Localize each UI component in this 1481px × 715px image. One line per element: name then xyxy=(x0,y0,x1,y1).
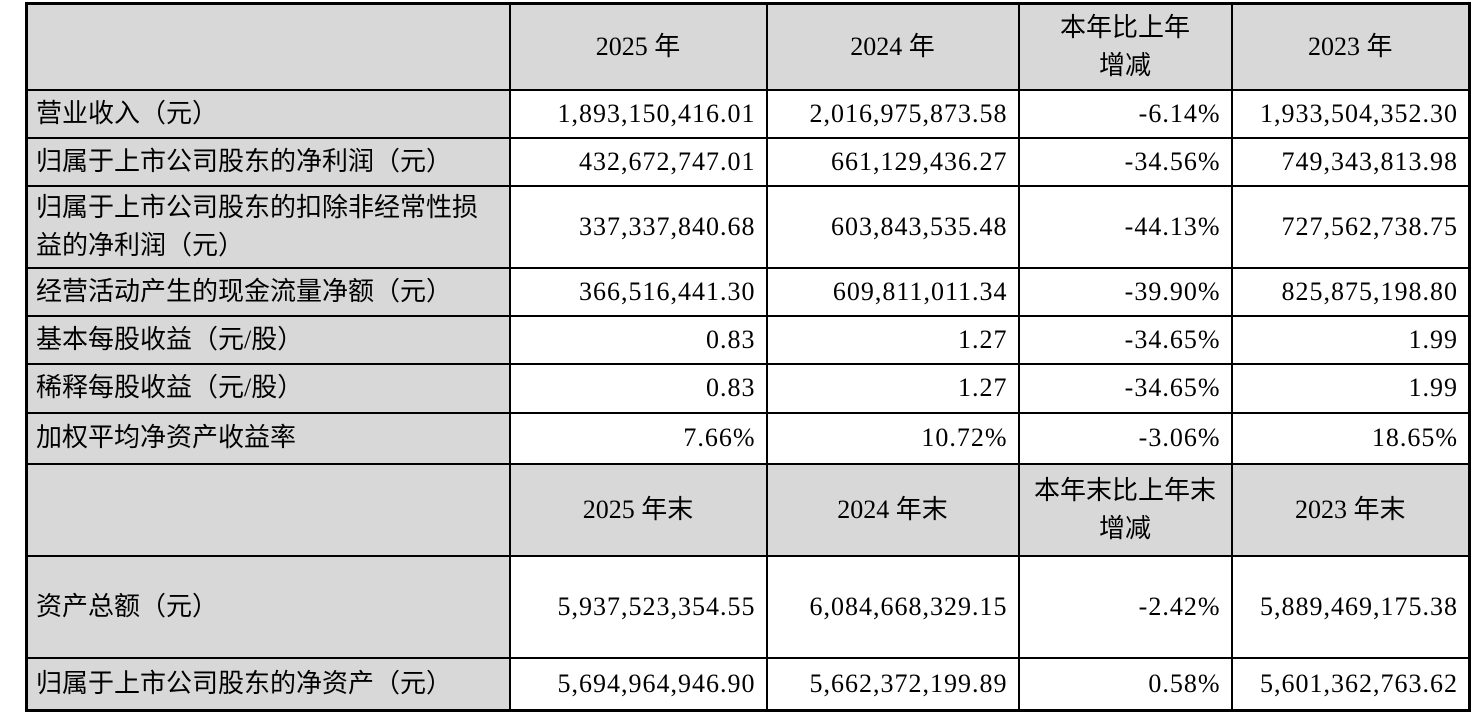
cell-diluted-eps-2023: 1.99 xyxy=(1230,362,1471,414)
row-net-profit-deducted: 归属于上市公司股东的扣除非经常性损益的净利润（元） 337,337,840.68… xyxy=(25,184,1471,269)
yearend-header-row: 2025 年末 2024 年末 本年末比上年末 增减 2023 年末 xyxy=(25,462,1471,557)
cell-weighted-roe-yoy: -3.06% xyxy=(1017,411,1233,465)
row-label-net-profit-deducted: 归属于上市公司股东的扣除非经常性损益的净利润（元） xyxy=(25,184,511,269)
cell-diluted-eps-2024: 1.27 xyxy=(765,362,1020,414)
annual-corner-cell xyxy=(25,2,511,91)
col-header-2024-yearend: 2024 年末 xyxy=(765,462,1020,557)
row-label-diluted-eps: 稀释每股收益（元/股） xyxy=(25,362,511,414)
row-diluted-eps: 稀释每股收益（元/股） 0.83 1.27 -34.65% 1.99 xyxy=(25,362,1471,414)
cell-net-assets-2024: 5,662,372,199.89 xyxy=(765,656,1020,712)
cell-net-profit-deducted-2023: 727,562,738.75 xyxy=(1230,184,1471,269)
row-label-net-assets: 归属于上市公司股东的净资产（元） xyxy=(25,656,511,712)
annual-header-row: 2025 年 2024 年 本年比上年 增减 2023 年 xyxy=(25,2,1471,91)
row-net-profit: 归属于上市公司股东的净利润（元） 432,672,747.01 661,129,… xyxy=(25,136,1471,187)
col-header-yearend-change: 本年末比上年末 增减 xyxy=(1017,462,1233,557)
yearend-corner-cell xyxy=(25,462,511,557)
cell-total-assets-2024: 6,084,668,329.15 xyxy=(765,554,1020,659)
col-header-2023: 2023 年 xyxy=(1230,2,1471,91)
cell-operating-cash-flow-2024: 609,811,011.34 xyxy=(765,266,1020,317)
cell-basic-eps-2025: 0.83 xyxy=(508,314,768,365)
cell-total-assets-2023: 5,889,469,175.38 xyxy=(1230,554,1471,659)
cell-net-profit-deducted-yoy: -44.13% xyxy=(1017,184,1233,269)
financial-summary-table: 2025 年 2024 年 本年比上年 增减 2023 年 营业收入（元） 1,… xyxy=(25,2,1471,712)
cell-operating-cash-flow-2025: 366,516,441.30 xyxy=(508,266,768,317)
cell-diluted-eps-yoy: -34.65% xyxy=(1017,362,1233,414)
cell-net-profit-2024: 661,129,436.27 xyxy=(765,136,1020,187)
row-basic-eps: 基本每股收益（元/股） 0.83 1.27 -34.65% 1.99 xyxy=(25,314,1471,365)
col-header-2025: 2025 年 xyxy=(508,2,768,91)
row-net-assets: 归属于上市公司股东的净资产（元） 5,694,964,946.90 5,662,… xyxy=(25,656,1471,712)
cell-operating-cash-flow-yoy: -39.90% xyxy=(1017,266,1233,317)
cell-net-assets-2023: 5,601,362,763.62 xyxy=(1230,656,1471,712)
cell-operating-cash-flow-2023: 825,875,198.80 xyxy=(1230,266,1471,317)
cell-diluted-eps-2025: 0.83 xyxy=(508,362,768,414)
row-label-basic-eps: 基本每股收益（元/股） xyxy=(25,314,511,365)
col-header-2023-yearend: 2023 年末 xyxy=(1230,462,1471,557)
col-header-2024: 2024 年 xyxy=(765,2,1020,91)
cell-net-assets-yoy: 0.58% xyxy=(1017,656,1233,712)
cell-revenue-2025: 1,893,150,416.01 xyxy=(508,88,768,139)
row-operating-cash-flow: 经营活动产生的现金流量净额（元） 366,516,441.30 609,811,… xyxy=(25,266,1471,317)
cell-revenue-2023: 1,933,504,352.30 xyxy=(1230,88,1471,139)
cell-weighted-roe-2025: 7.66% xyxy=(508,411,768,465)
col-header-yoy-change: 本年比上年 增减 xyxy=(1017,2,1233,91)
cell-net-profit-2023: 749,343,813.98 xyxy=(1230,136,1471,187)
cell-net-profit-deducted-2025: 337,337,840.68 xyxy=(508,184,768,269)
cell-net-profit-yoy: -34.56% xyxy=(1017,136,1233,187)
cell-weighted-roe-2024: 10.72% xyxy=(765,411,1020,465)
cell-net-assets-2025: 5,694,964,946.90 xyxy=(508,656,768,712)
cell-basic-eps-2024: 1.27 xyxy=(765,314,1020,365)
cell-basic-eps-yoy: -34.65% xyxy=(1017,314,1233,365)
col-header-2025-yearend: 2025 年末 xyxy=(508,462,768,557)
row-label-weighted-roe: 加权平均净资产收益率 xyxy=(25,411,511,465)
cell-net-profit-2025: 432,672,747.01 xyxy=(508,136,768,187)
row-label-total-assets: 资产总额（元） xyxy=(25,554,511,659)
row-label-operating-cash-flow: 经营活动产生的现金流量净额（元） xyxy=(25,266,511,317)
cell-revenue-2024: 2,016,975,873.58 xyxy=(765,88,1020,139)
row-revenue: 营业收入（元） 1,893,150,416.01 2,016,975,873.5… xyxy=(25,88,1471,139)
cell-revenue-yoy: -6.14% xyxy=(1017,88,1233,139)
cell-basic-eps-2023: 1.99 xyxy=(1230,314,1471,365)
row-weighted-roe: 加权平均净资产收益率 7.66% 10.72% -3.06% 18.65% xyxy=(25,411,1471,465)
cell-total-assets-2025: 5,937,523,354.55 xyxy=(508,554,768,659)
row-total-assets: 资产总额（元） 5,937,523,354.55 6,084,668,329.1… xyxy=(25,554,1471,659)
cell-net-profit-deducted-2024: 603,843,535.48 xyxy=(765,184,1020,269)
cell-total-assets-yoy: -2.42% xyxy=(1017,554,1233,659)
row-label-net-profit: 归属于上市公司股东的净利润（元） xyxy=(25,136,511,187)
cell-weighted-roe-2023: 18.65% xyxy=(1230,411,1471,465)
row-label-revenue: 营业收入（元） xyxy=(25,88,511,139)
